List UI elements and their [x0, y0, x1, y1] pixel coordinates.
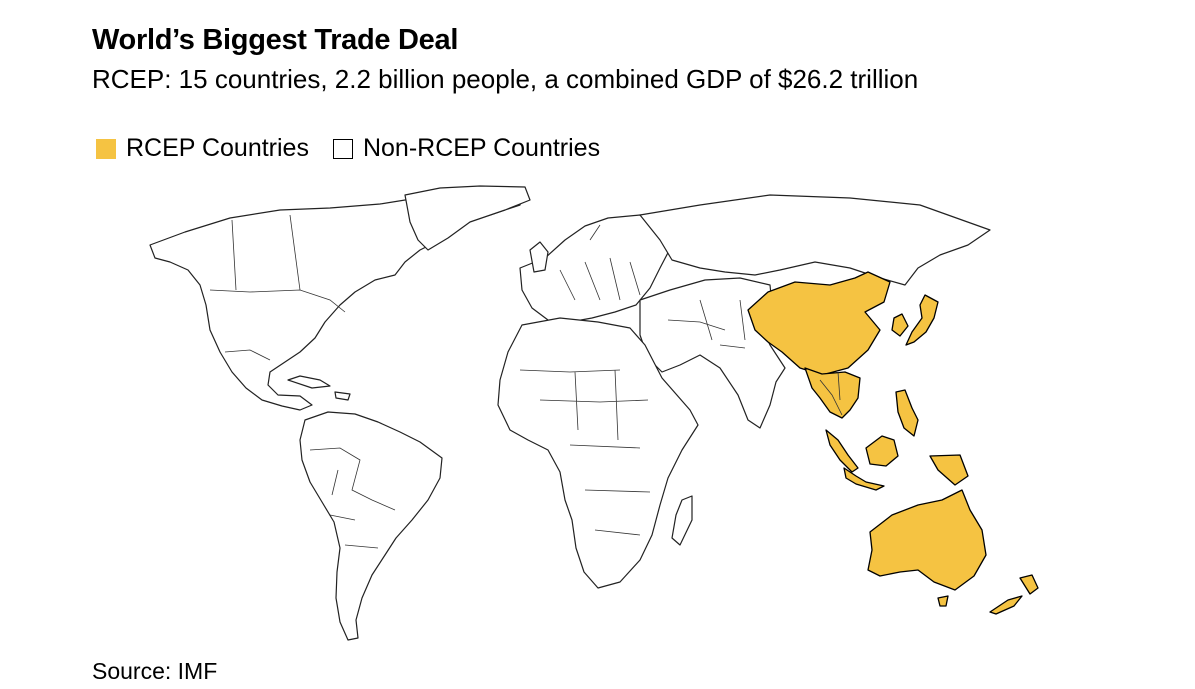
usa-mexico-border: [224, 349, 271, 361]
legend: RCEP Countries Non-RCEP Countries: [96, 134, 624, 163]
africa-borders: [519, 369, 651, 536]
australia-region: [867, 489, 987, 591]
caribbean-region: [287, 375, 351, 401]
uk-region: [529, 241, 549, 273]
legend-item-non-rcep: Non-RCEP Countries: [332, 134, 601, 163]
tasmania-region: [937, 595, 949, 607]
asia-west-borders: [667, 299, 746, 349]
asia-west-region: [639, 277, 786, 429]
africa-region: [497, 317, 699, 589]
canada-internal-border: [231, 214, 301, 291]
china-region: [747, 271, 891, 376]
legend-swatch-rcep: [96, 138, 116, 159]
malaysia-region: [825, 429, 859, 473]
south-america-borders: [309, 447, 396, 549]
legend-label-rcep: RCEP Countries: [126, 134, 309, 162]
madagascar-region: [671, 495, 693, 546]
chart-title: World’s Biggest Trade Deal: [92, 24, 459, 56]
new-zealand-region: [989, 574, 1039, 615]
south-america-region: [299, 411, 443, 641]
borneo-region: [865, 435, 899, 467]
philippines-region: [895, 389, 919, 437]
greenland-region: [404, 185, 531, 251]
source-note: Source: IMF: [92, 658, 218, 684]
japan-region: [905, 294, 939, 346]
chart-subtitle: RCEP: 15 countries, 2.2 billion people, …: [92, 64, 919, 94]
europe-borders: [559, 224, 641, 301]
indonesia-region: [843, 454, 969, 491]
legend-swatch-non-rcep: [332, 138, 353, 159]
europe-region: [519, 214, 673, 323]
southeast-asia-borders: [819, 371, 843, 416]
south-korea-region: [891, 313, 909, 337]
southeast-asia-mainland-region: [804, 367, 861, 419]
legend-item-rcep: RCEP Countries: [96, 134, 309, 163]
legend-label-non-rcep: Non-RCEP Countries: [362, 134, 601, 162]
russia-region: [639, 194, 991, 286]
